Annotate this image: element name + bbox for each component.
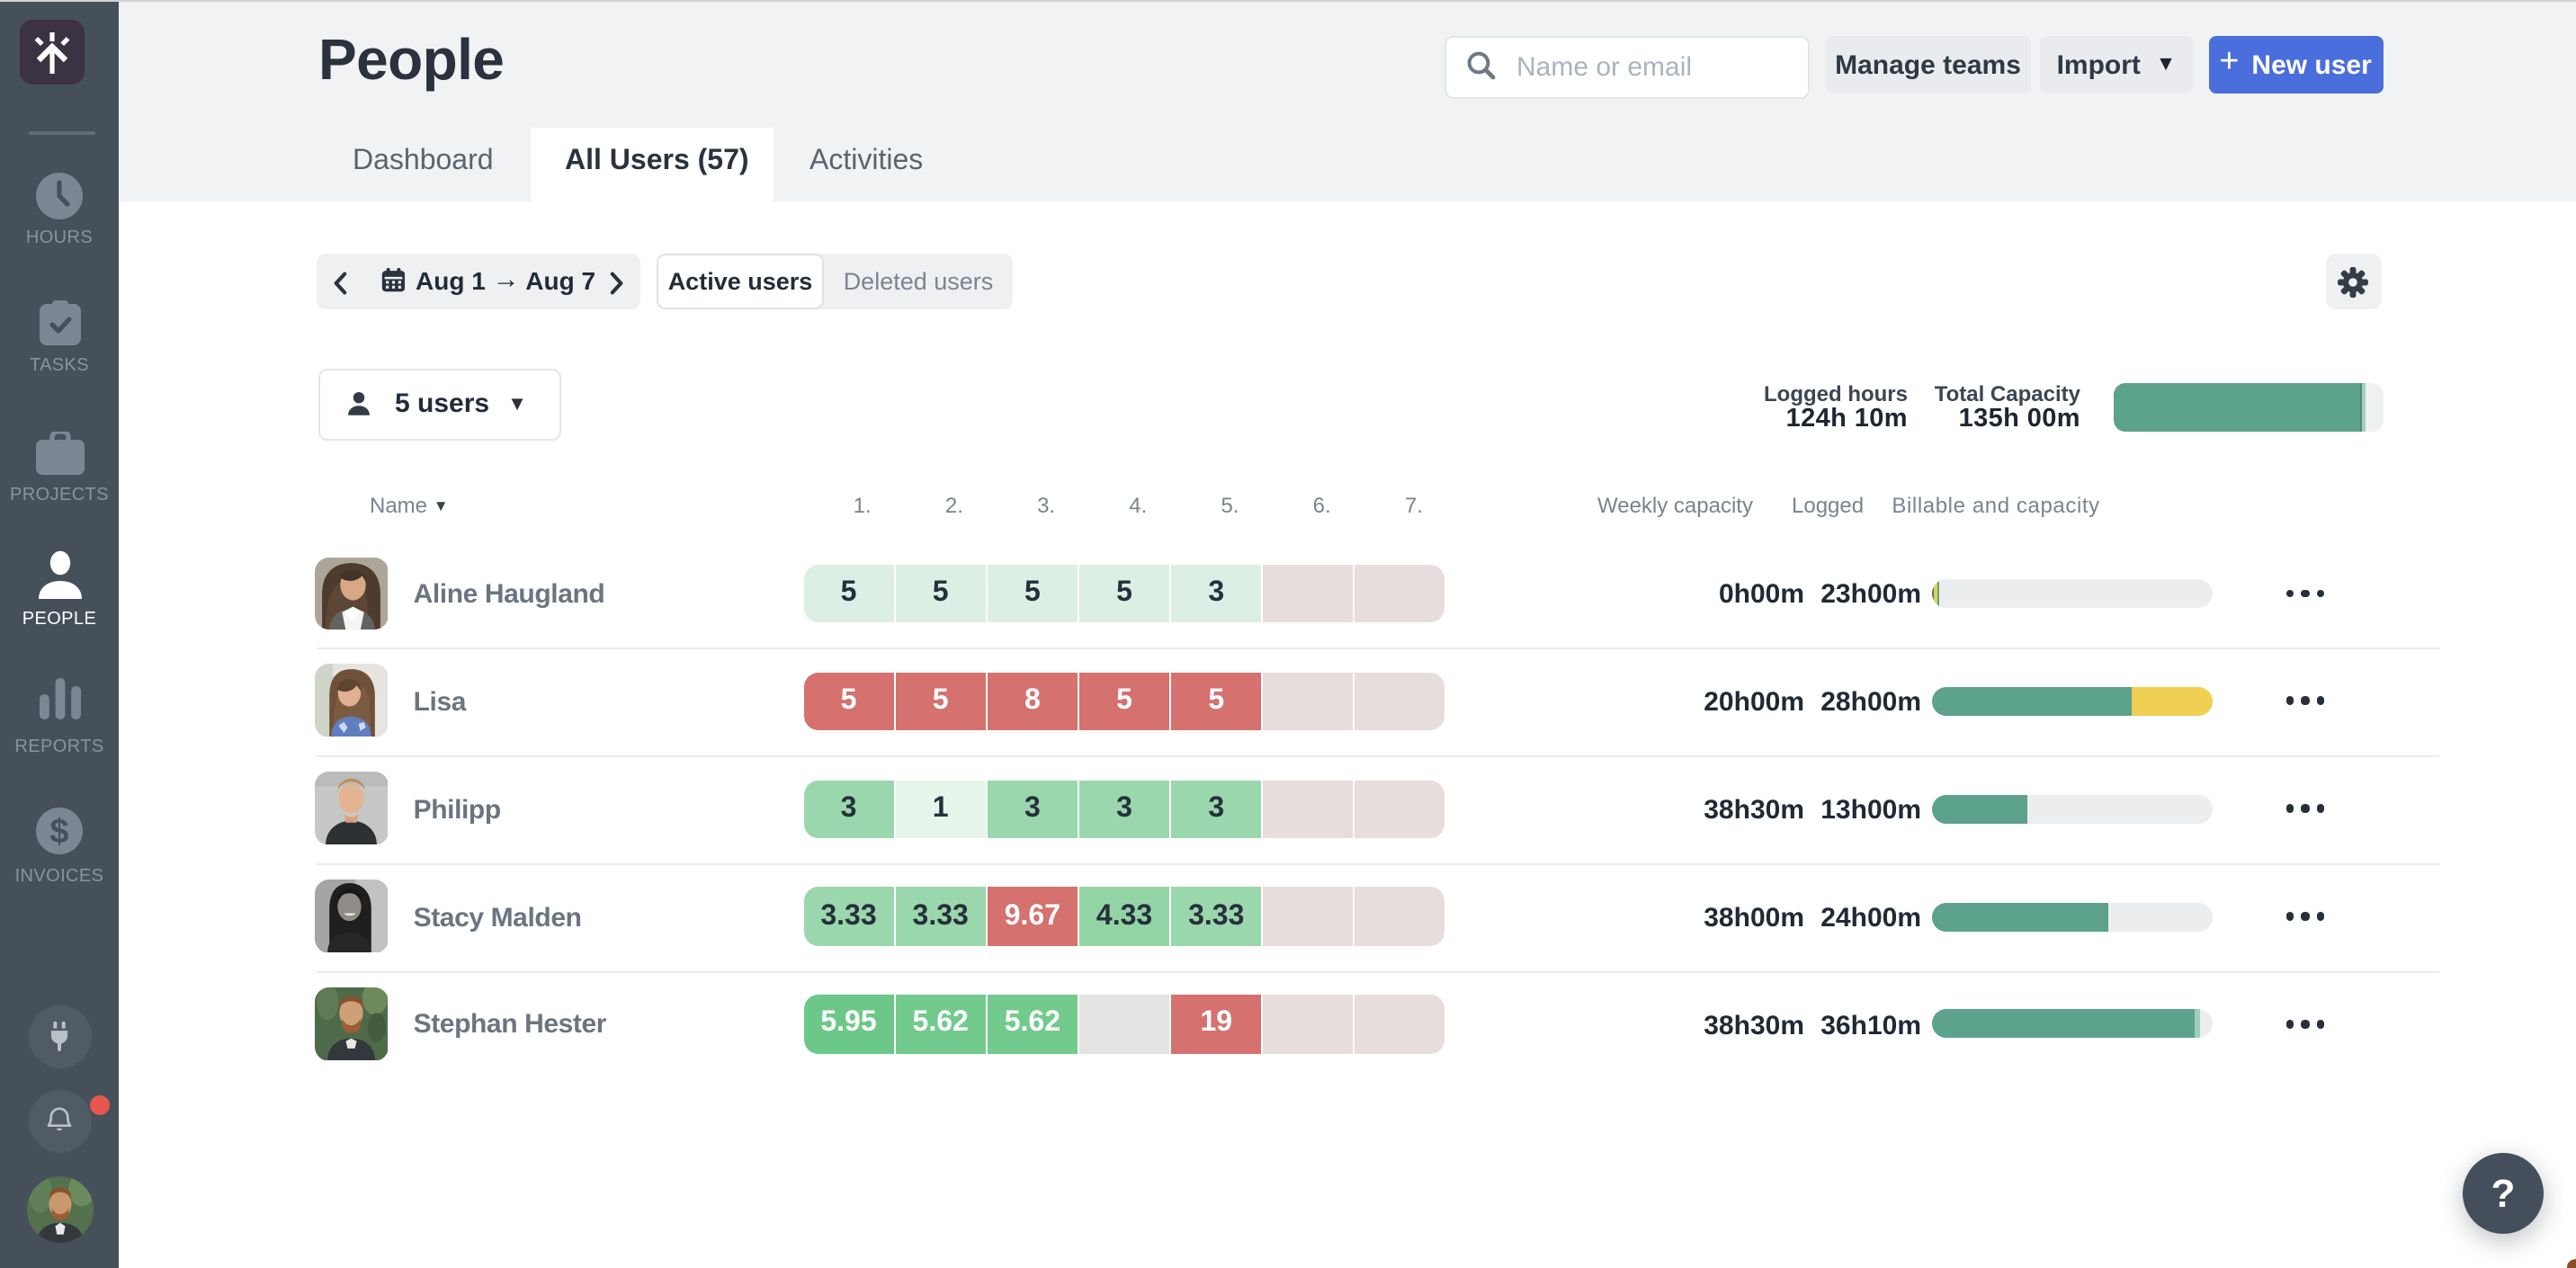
svg-text:$: $ [49, 813, 68, 851]
